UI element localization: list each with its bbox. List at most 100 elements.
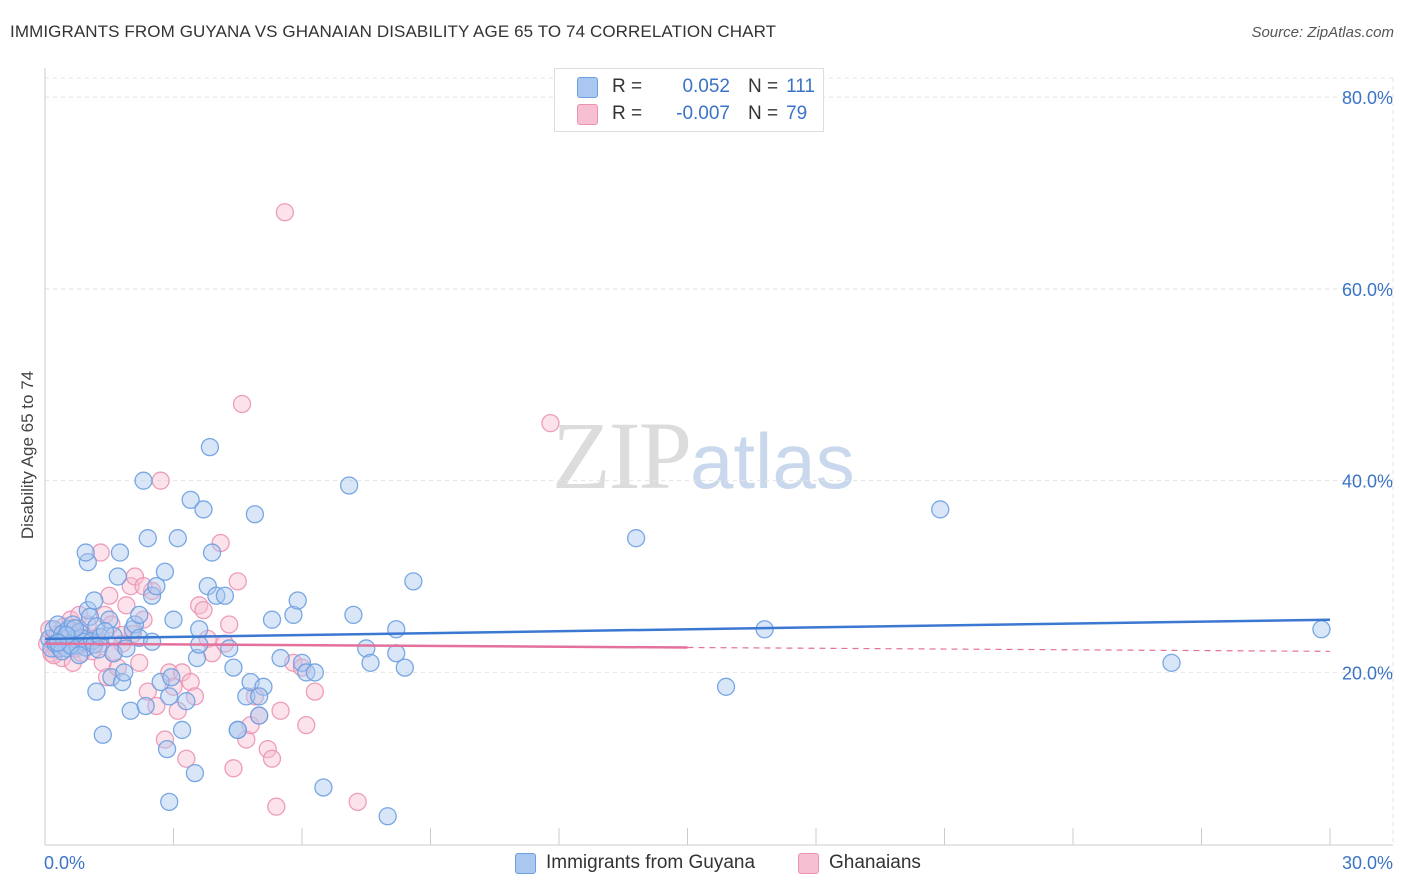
guyana-point	[357, 639, 376, 658]
guyana-point	[395, 658, 414, 677]
ghanaians-point	[297, 716, 316, 735]
guyana-point	[177, 692, 196, 711]
ghanaians-point	[262, 749, 282, 768]
axes-layer	[44, 68, 1393, 846]
y-tick-label: 20.0%	[1342, 663, 1393, 683]
guyana-point	[157, 739, 177, 759]
ghanaians-points	[37, 203, 560, 816]
guyana-point	[220, 639, 239, 658]
ghanaians-point	[91, 543, 110, 562]
guyana-point	[250, 706, 269, 725]
ghanaians-point	[121, 576, 140, 596]
guyana-point	[224, 658, 243, 677]
ghanaians-point	[177, 749, 196, 768]
legend-n-label: N =	[748, 76, 779, 97]
guyana-point	[250, 687, 269, 706]
guyana-point	[271, 648, 290, 668]
guyana-trend-line	[44, 618, 1331, 641]
guyana-point	[284, 605, 303, 625]
x-tick-label-min: 0.0%	[44, 853, 85, 873]
ghanaians-trend-line	[44, 642, 688, 649]
legend-row-ghanaians: R = -0.007 N = 79	[577, 101, 807, 127]
guyana-point	[378, 807, 397, 826]
ghanaians-point	[224, 759, 243, 778]
legend-n-value: 111	[786, 76, 815, 97]
guyana-point	[237, 687, 256, 706]
y-tick-label: 80.0%	[1342, 88, 1393, 108]
ghanaians-point	[138, 682, 157, 701]
series-name-ghanaians: Ghanaians	[829, 852, 921, 873]
guyana-point	[626, 529, 646, 548]
guyana-point	[110, 543, 130, 562]
y-tick-label: 40.0%	[1342, 472, 1393, 492]
guyana-point	[245, 505, 265, 524]
guyana-point	[160, 687, 179, 706]
guyana-point	[142, 586, 162, 605]
ghanaians-point	[185, 687, 205, 706]
legend-r-value: -0.007	[676, 103, 730, 124]
guyana-point	[125, 615, 145, 634]
legend-n-label: N =	[748, 103, 779, 124]
guyana-point	[404, 572, 423, 591]
trend-lines	[44, 618, 1331, 652]
correlation-legend: R = 0.052 N = 111 R = -0.007 N = 79	[554, 68, 824, 132]
ghanaians-point	[147, 696, 166, 716]
zipatlas-watermark: ZIPatlas	[552, 400, 855, 511]
guyana-point	[185, 763, 205, 783]
guyana-point	[164, 610, 183, 629]
guyana-point	[202, 543, 222, 562]
ghanaians-point	[228, 572, 247, 591]
guyana-point	[95, 622, 115, 641]
guyana-point	[87, 682, 106, 701]
guyana-point	[162, 668, 181, 687]
guyana-point	[168, 529, 187, 548]
guyana-point	[292, 653, 312, 672]
ghanaians-point	[232, 394, 252, 414]
guyana-point	[85, 591, 104, 610]
guyana-point	[151, 672, 170, 692]
guyana-point	[288, 591, 307, 610]
guyana-point	[138, 529, 157, 548]
legend-swatch-pink	[577, 103, 598, 125]
y-tick-label: 60.0%	[1342, 280, 1393, 300]
ghanaians-point	[194, 600, 213, 620]
guyana-point	[160, 792, 179, 812]
ghanaians-point	[151, 471, 170, 490]
ghanaians-point	[220, 615, 239, 634]
series-name-guyana: Immigrants from Guyana	[546, 852, 756, 873]
guyana-point	[361, 653, 380, 672]
y-axis-label: Disability Age 65 to 74	[18, 371, 37, 539]
ghanaians-point	[181, 672, 200, 692]
legend-row-guyana: R = 0.052 N = 111	[577, 74, 815, 100]
legend-r-value: 0.052	[682, 76, 730, 97]
guyana-point	[1312, 620, 1331, 639]
ghanaians-trend-extension	[687, 646, 1331, 652]
guyana-point	[172, 720, 192, 740]
legend-r-label: R =	[612, 103, 643, 124]
ghanaians-point	[267, 797, 286, 816]
guyana-point	[70, 646, 89, 665]
guyana-point	[262, 610, 282, 629]
guyana-point	[108, 567, 127, 586]
guyana-point	[716, 677, 736, 696]
x-tick-label-max: 30.0%	[1342, 853, 1393, 873]
ghanaians-point	[258, 739, 277, 759]
guyana-point	[387, 620, 406, 639]
guyana-point	[228, 720, 247, 740]
guyana-point	[187, 648, 207, 668]
series-legend-ghanaians: Ghanaians	[798, 852, 921, 874]
watermark-zip: ZIP	[552, 402, 692, 509]
guyana-point	[181, 490, 200, 510]
guyana-point	[134, 471, 153, 490]
series-swatch-blue	[515, 852, 536, 874]
guyana-point	[339, 476, 359, 495]
legend-r-label: R =	[612, 76, 643, 97]
tick-labels: 20.0% 40.0% 60.0% 80.0% 0.0% 30.0%	[44, 88, 1393, 873]
guyana-point	[931, 500, 950, 519]
legend-n-value: 79	[786, 103, 808, 124]
ghanaians-point	[348, 792, 367, 812]
guyana-point	[136, 696, 155, 716]
guyana-point	[200, 437, 220, 457]
guyana-point	[130, 605, 149, 625]
